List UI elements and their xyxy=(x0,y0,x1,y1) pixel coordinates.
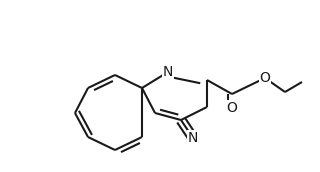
Text: N: N xyxy=(163,65,173,79)
Text: O: O xyxy=(260,71,270,85)
Text: N: N xyxy=(188,131,198,145)
Text: O: O xyxy=(227,101,237,115)
